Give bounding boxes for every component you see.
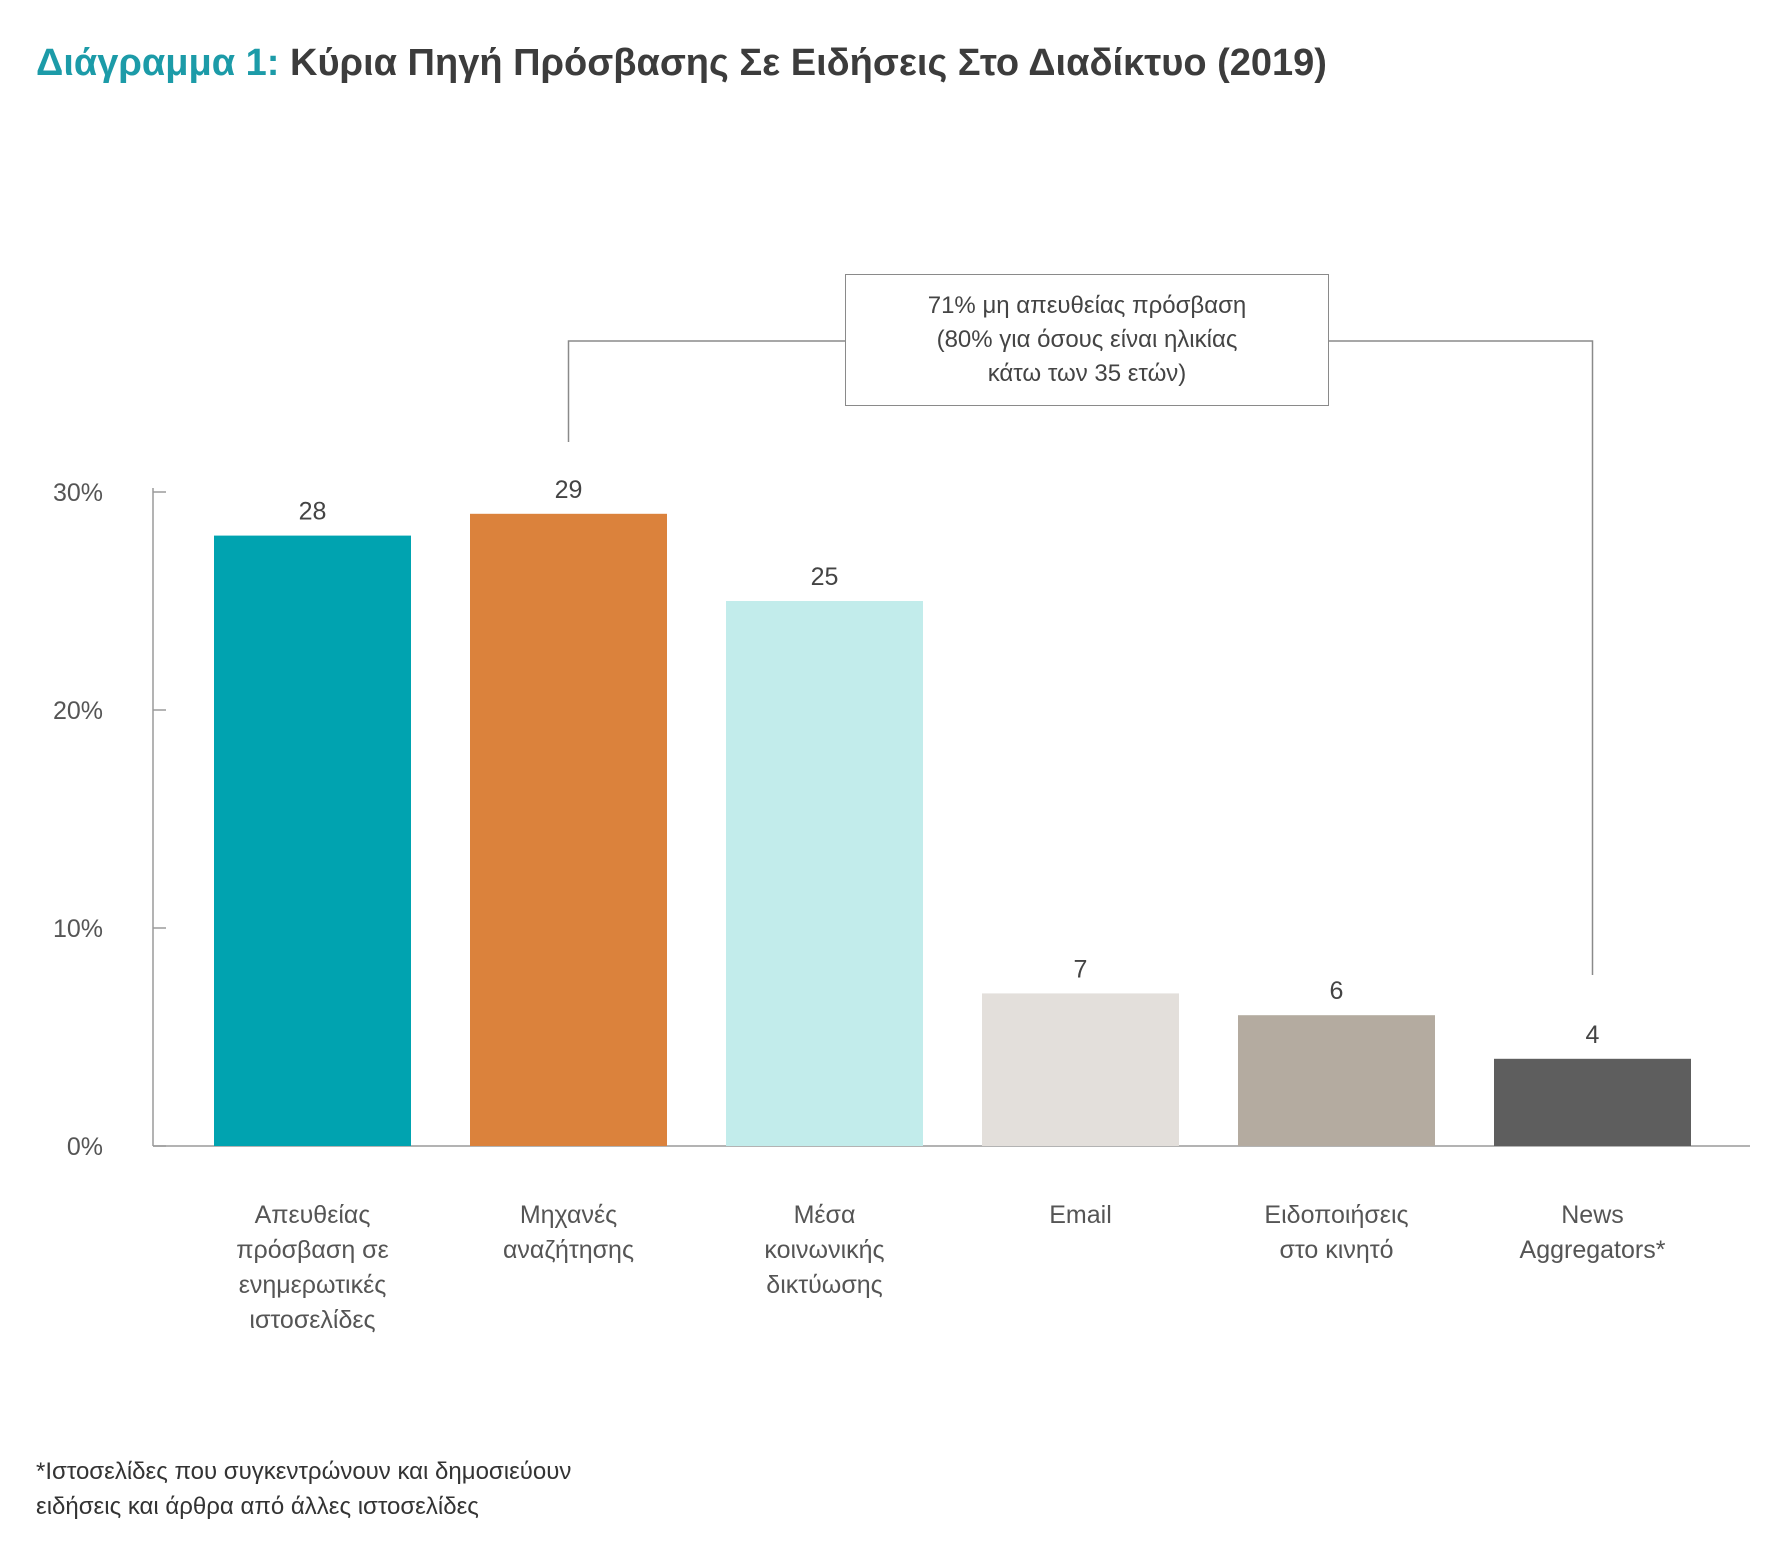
- annotation-line-3: κάτω των 35 ετών): [987, 360, 1187, 387]
- category-label: Email: [1049, 1201, 1112, 1229]
- category-label: News: [1561, 1201, 1624, 1229]
- data-label: 4: [1586, 1021, 1600, 1049]
- category-label: δικτύωσης: [766, 1271, 882, 1299]
- category-label: Μηχανές: [520, 1201, 617, 1229]
- chart-title-prefix: Διάγραμμα 1:: [36, 42, 280, 84]
- footnote-line-1: *Ιστοσελίδες που συγκεντρώνουν και δημοσ…: [36, 1458, 572, 1485]
- bar: [726, 601, 923, 1146]
- category-label: Απευθείας: [255, 1201, 371, 1229]
- data-label: 7: [1074, 955, 1088, 983]
- data-label: 29: [555, 476, 583, 504]
- data-label: 25: [811, 563, 839, 591]
- bar: [1494, 1058, 1691, 1146]
- category-label: κοινωνικής: [764, 1236, 884, 1264]
- data-label: 6: [1330, 977, 1344, 1005]
- annotation-line-1: 71% μη απευθείας πρόσβαση: [927, 292, 1247, 319]
- category-label: στο κινητό: [1279, 1236, 1393, 1264]
- bar: [214, 535, 411, 1146]
- category-label: ιστοσελίδες: [249, 1306, 375, 1334]
- category-label: αναζήτησης: [503, 1236, 634, 1264]
- footnote: *Ιστοσελίδες που συγκεντρώνουν και δημοσ…: [36, 1454, 571, 1524]
- category-label: πρόσβαση σε: [236, 1236, 389, 1264]
- y-tick-label: 0%: [67, 1133, 103, 1161]
- bar: [1238, 1015, 1435, 1146]
- category-label: ενημερωτικές: [239, 1271, 387, 1299]
- data-label: 28: [299, 498, 327, 526]
- bar: [982, 993, 1179, 1146]
- y-tick-label: 20%: [53, 697, 103, 725]
- annotation-box: 71% μη απευθείας πρόσβαση (80% για όσους…: [845, 274, 1329, 406]
- annotation-bracket: [567, 340, 1594, 975]
- annotation-line-2: (80% για όσους είναι ηλικίας: [936, 326, 1238, 353]
- chart-title-text: Κύρια Πηγή Πρόσβασης Σε Ειδήσεις Στο Δια…: [290, 42, 1327, 84]
- y-tick-label: 10%: [53, 915, 103, 943]
- chart-title: Διάγραμμα 1: Κύρια Πηγή Πρόσβασης Σε Ειδ…: [36, 42, 1327, 85]
- y-tick-label: 30%: [53, 479, 103, 507]
- category-label: Aggregators*: [1520, 1236, 1666, 1264]
- footnote-line-2: ειδήσεις και άρθρα από άλλες ιστοσελίδες: [36, 1493, 479, 1520]
- category-label: Μέσα: [794, 1201, 856, 1229]
- bar: [470, 513, 667, 1146]
- category-label: Ειδοποιήσεις: [1264, 1201, 1408, 1229]
